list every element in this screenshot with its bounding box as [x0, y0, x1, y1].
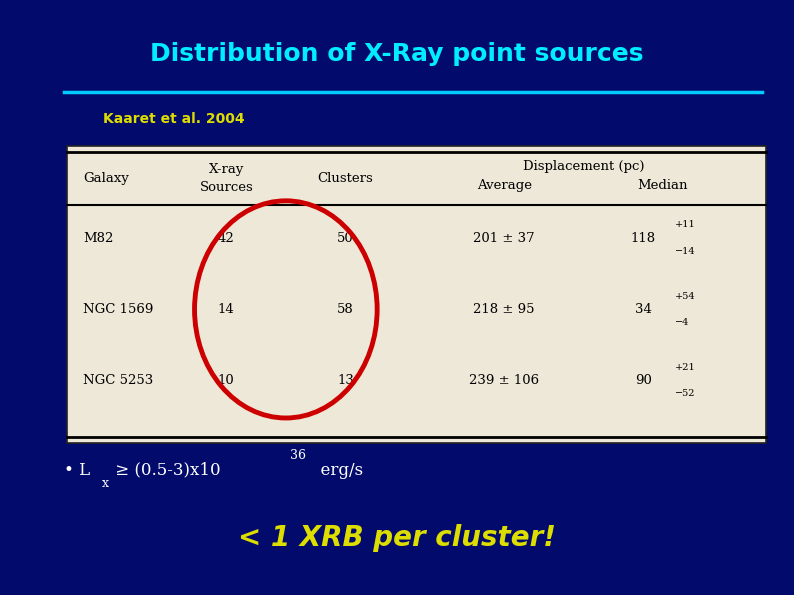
Text: NGC 5253: NGC 5253 [83, 374, 153, 387]
Bar [67, 146, 766, 443]
Text: Median: Median [638, 179, 688, 192]
Text: 90: 90 [634, 374, 652, 387]
Text: 201 ± 37: 201 ± 37 [473, 231, 535, 245]
Text: < 1 XRB per cluster!: < 1 XRB per cluster! [238, 524, 556, 553]
Text: Average: Average [476, 179, 532, 192]
Text: 34: 34 [634, 303, 652, 316]
Text: +11: +11 [675, 220, 696, 230]
Text: Distribution of X-Ray point sources: Distribution of X-Ray point sources [150, 42, 644, 65]
Text: ≥ (0.5-3)x10: ≥ (0.5-3)x10 [110, 462, 220, 478]
Text: x: x [102, 477, 109, 490]
Text: erg/s: erg/s [310, 462, 363, 478]
Text: Displacement (pc): Displacement (pc) [522, 160, 645, 173]
Text: −4: −4 [675, 318, 689, 327]
Text: Galaxy: Galaxy [83, 172, 129, 185]
Text: NGC 1569: NGC 1569 [83, 303, 154, 316]
Text: Sources: Sources [199, 181, 253, 194]
Text: Kaaret et al. 2004: Kaaret et al. 2004 [103, 112, 245, 126]
Text: 118: 118 [630, 231, 656, 245]
Text: 50: 50 [337, 231, 354, 245]
Text: Clusters: Clusters [318, 172, 373, 185]
Text: 58: 58 [337, 303, 354, 316]
Text: 36: 36 [290, 449, 306, 462]
Text: −14: −14 [675, 246, 696, 256]
Text: 10: 10 [218, 374, 235, 387]
Text: • L: • L [64, 462, 90, 478]
Text: 42: 42 [218, 231, 235, 245]
Text: +21: +21 [675, 363, 696, 372]
Text: M82: M82 [83, 231, 114, 245]
Text: 14: 14 [218, 303, 235, 316]
Text: −52: −52 [675, 389, 696, 399]
Text: 218 ± 95: 218 ± 95 [473, 303, 535, 316]
Text: 13: 13 [337, 374, 354, 387]
Text: +54: +54 [675, 292, 696, 301]
Text: X-ray: X-ray [209, 163, 244, 176]
Text: 239 ± 106: 239 ± 106 [469, 374, 539, 387]
